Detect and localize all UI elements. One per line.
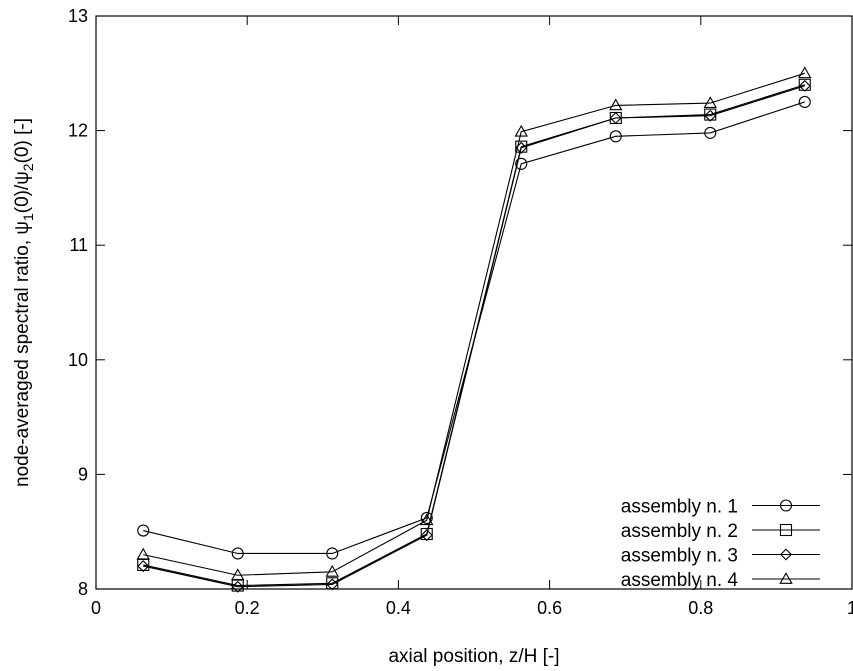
y-axis-label-psi-1: ψ — [12, 221, 33, 235]
y-axis-label-suffix: (0) [-] — [12, 118, 33, 163]
series-line-assembly-n-3 — [143, 85, 805, 588]
data-point-assembly-n-1-7 — [798, 95, 811, 108]
y-axis-label-sub-1: 1 — [20, 213, 36, 221]
x-axis-label: axial position, z/H [-] — [388, 646, 559, 667]
legend-item-assembly-n-4: assembly n. 4 — [621, 570, 820, 591]
y-axis-label-sub-2: 2 — [20, 163, 36, 171]
data-point-assembly-n-4-6 — [703, 96, 717, 108]
y-tick-label-5: 13 — [68, 6, 88, 26]
data-point-assembly-n-1-4 — [515, 157, 528, 170]
data-point-assembly-n-1-0 — [137, 524, 150, 537]
legend-label-assembly-n-3: assembly n. 3 — [621, 546, 738, 567]
legend-label-assembly-n-2: assembly n. 2 — [621, 521, 738, 542]
data-point-assembly-n-3-5 — [609, 111, 622, 124]
data-point-assembly-n-1-3 — [420, 511, 433, 524]
series-assembly-n-3 — [137, 79, 811, 593]
data-point-assembly-n-1-6 — [704, 126, 717, 139]
data-point-assembly-n-4-4 — [514, 124, 528, 137]
data-point-assembly-n-2-7 — [798, 78, 811, 91]
legend-marker-assembly-n-4 — [779, 572, 793, 584]
legend-item-assembly-n-1: assembly n. 1 — [621, 497, 820, 518]
data-point-assembly-n-3-0 — [137, 560, 150, 573]
legend-item-assembly-n-3: assembly n. 3 — [621, 546, 820, 567]
data-point-assembly-n-3-1 — [231, 580, 244, 593]
x-tick-label-2: 0.4 — [386, 598, 411, 618]
data-point-assembly-n-1-5 — [609, 130, 622, 143]
data-point-assembly-n-4-2 — [325, 564, 339, 577]
data-point-assembly-n-3-3 — [420, 529, 433, 542]
data-point-assembly-n-4-1 — [231, 568, 245, 581]
y-axis-label-psi-2: ψ — [12, 171, 33, 185]
data-point-assembly-n-3-7 — [798, 79, 811, 92]
series-assembly-n-4 — [136, 66, 812, 581]
x-tick-label-5: 1 — [847, 598, 853, 618]
y-tick-label-1: 9 — [78, 464, 88, 484]
y-axis-label: node-averaged spectral ratio, ψ1(0)/ψ2(0… — [12, 118, 36, 487]
series-line-assembly-n-4 — [143, 72, 805, 576]
legend-marker-assembly-n-1 — [779, 499, 793, 512]
data-point-assembly-n-3-6 — [704, 109, 717, 122]
data-point-assembly-n-1-2 — [326, 547, 339, 560]
x-tick-label-3: 0.6 — [537, 598, 562, 618]
data-point-assembly-n-4-7 — [798, 66, 812, 79]
data-point-assembly-n-3-2 — [326, 578, 339, 591]
legend: assembly n. 1 assembly n. 2 assembly n. 3 a… — [621, 497, 820, 591]
y-axis-label-mid: (0)/ — [12, 184, 33, 213]
data-point-assembly-n-2-3 — [420, 527, 433, 541]
data-point-assembly-n-2-4 — [515, 140, 528, 153]
data-point-assembly-n-4-5 — [609, 98, 623, 111]
data-point-assembly-n-4-3 — [420, 513, 434, 526]
legend-label-assembly-n-4: assembly n. 4 — [621, 570, 739, 591]
y-tick-label-2: 10 — [68, 350, 88, 370]
x-tick-label-1: 0.2 — [235, 598, 260, 618]
legend-marker-assembly-n-3 — [779, 548, 793, 561]
data-point-assembly-n-4-0 — [136, 547, 150, 560]
y-axis-label-prefix: node-averaged spectral ratio, — [12, 235, 33, 487]
x-tick-label-4: 0.8 — [688, 598, 713, 618]
y-tick-label-4: 12 — [68, 121, 88, 141]
data-point-assembly-n-1-1 — [231, 547, 244, 560]
legend-item-assembly-n-2: assembly n. 2 — [621, 521, 820, 542]
axis-tick-labels: 0 0.2 0.4 0.6 0.8 1 8 9 10 11 12 13 — [68, 6, 853, 618]
data-point-assembly-n-2-6 — [704, 108, 717, 121]
y-tick-label-3: 11 — [69, 235, 88, 255]
x-tick-label-0: 0 — [91, 598, 101, 618]
y-tick-label-0: 8 — [78, 579, 88, 599]
series-group — [136, 66, 812, 593]
legend-marker-assembly-n-2 — [779, 523, 793, 537]
legend-label-assembly-n-1: assembly n. 1 — [621, 497, 738, 518]
plot-frame — [95, 15, 853, 590]
